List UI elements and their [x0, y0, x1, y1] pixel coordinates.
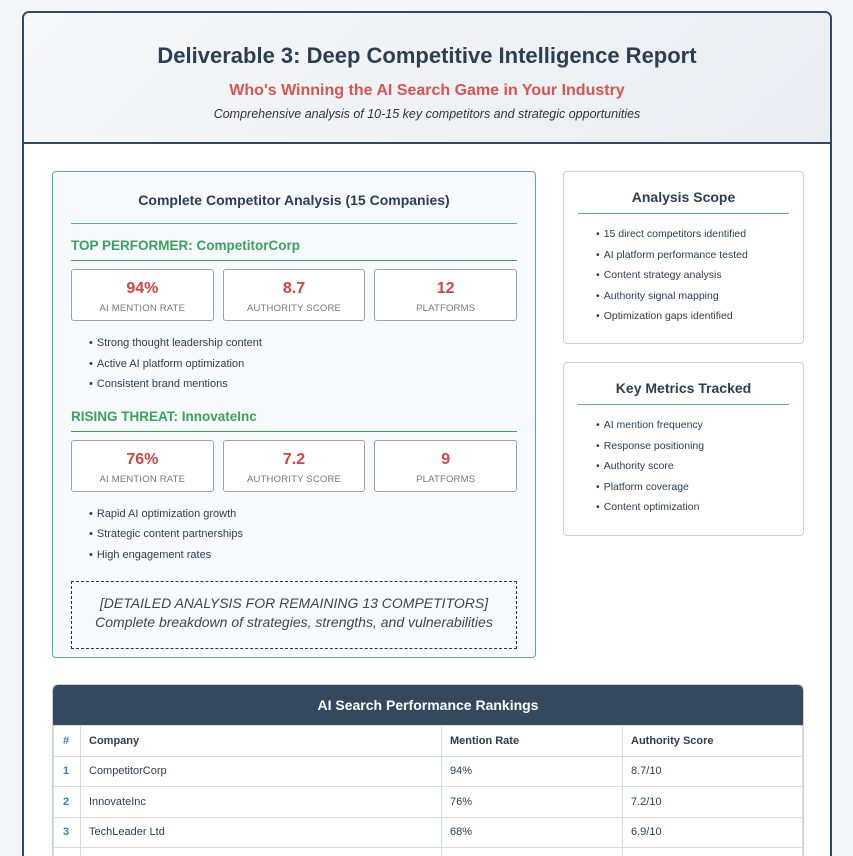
metric-label: AUTHORITY SCORE	[246, 303, 342, 314]
list-item: Authority score	[596, 456, 803, 477]
analysis-title: Complete Competitor Analysis (15 Compani…	[138, 192, 450, 208]
metric-label: AI MENTION RATE	[99, 303, 186, 314]
list-item: Active AI platform optimization	[89, 354, 535, 375]
list-item: Optimization gaps identified	[596, 306, 803, 327]
analysis-scope-card: Analysis Scope 15 direct competitors ide…	[563, 171, 804, 344]
metric-label: PLATFORMS	[416, 473, 476, 485]
list-item: Response positioning	[596, 436, 803, 457]
list-item: Strong thought leadership content	[89, 333, 535, 354]
list-item: High engagement rates	[89, 545, 535, 566]
rank-cell	[53, 847, 81, 856]
divider	[578, 213, 789, 214]
rankings-table-card: AI Search Performance Rankings # Company…	[52, 684, 804, 856]
metric-value: 7.2	[282, 450, 306, 468]
page-title: Deliverable 3: Deep Competitive Intellig…	[157, 43, 697, 68]
report-frame: Deliverable 3: Deep Competitive Intellig…	[22, 11, 832, 856]
key-metrics-card: Key Metrics Tracked AI mention frequency…	[563, 362, 804, 536]
company-cell: InnovateInc	[80, 786, 442, 818]
rank-cell: 2	[53, 786, 81, 818]
metric-label: AI MENTION RATE	[99, 473, 186, 485]
mention-rate-cell: 94%	[441, 755, 623, 787]
metric-card: 7.2 AUTHORITY SCORE	[222, 439, 366, 492]
page-tagline: Comprehensive analysis of 10-15 key comp…	[213, 107, 641, 121]
list-item: Content optimization	[596, 497, 803, 518]
table-row: 2 InnovateInc 76% 7.2/10	[53, 786, 803, 818]
metric-card: 76% AI MENTION RATE	[71, 439, 214, 492]
list-item: Authority signal mapping	[596, 286, 803, 307]
top-performer-heading: TOP PERFORMER: CompetitorCorp	[71, 238, 517, 261]
column-header: Company	[80, 725, 442, 757]
metrics-tracked-title: Key Metrics Tracked	[615, 380, 752, 396]
remaining-analysis-placeholder: [DETAILED ANALYSIS FOR REMAINING 13 COMP…	[71, 581, 517, 649]
list-item: Content strategy analysis	[596, 265, 803, 286]
list-item: AI platform performance tested	[596, 245, 803, 266]
top-performer-metrics: 94% AI MENTION RATE 8.7 AUTHORITY SCORE …	[71, 269, 518, 321]
company-cell: TechLeader Ltd	[80, 816, 442, 848]
rankings-table: # Company Mention Rate Authority Score 1…	[53, 725, 803, 856]
rising-threat-metrics: 76% AI MENTION RATE 7.2 AUTHORITY SCORE …	[71, 439, 518, 492]
metric-card: 12 PLATFORMS	[374, 269, 518, 321]
metric-value: 12	[436, 280, 455, 297]
table-row	[53, 847, 803, 856]
rising-threat-bullets: Rapid AI optimization growth Strategic c…	[89, 504, 535, 566]
column-header: #	[53, 725, 81, 757]
authority-score-cell: 6.9/10	[622, 816, 803, 848]
metric-value: 8.7	[282, 280, 306, 297]
mention-rate-cell	[441, 847, 623, 856]
metrics-tracked-list: AI mention frequency Response positionin…	[596, 415, 803, 518]
authority-score-cell	[622, 847, 803, 856]
top-performer-bullets: Strong thought leadership content Active…	[89, 333, 535, 395]
authority-score-cell: 8.7/10	[622, 755, 803, 787]
scope-title: Analysis Scope	[631, 189, 736, 205]
metric-card: 9 PLATFORMS	[374, 439, 518, 492]
rankings-title: AI Search Performance Rankings	[53, 685, 803, 725]
page-subtitle: Who's Winning the AI Search Game in Your…	[229, 82, 625, 99]
metric-label: PLATFORMS	[416, 303, 476, 314]
rank-cell: 3	[53, 816, 81, 848]
table-header-row: # Company Mention Rate Authority Score	[53, 725, 803, 757]
rank-cell: 1	[53, 755, 81, 787]
table-row: 1 CompetitorCorp 94% 8.7/10	[53, 755, 803, 787]
list-item: Rapid AI optimization growth	[89, 504, 535, 525]
list-item: Strategic content partnerships	[89, 524, 535, 545]
competitor-analysis-panel: Complete Competitor Analysis (15 Compani…	[52, 171, 536, 658]
placeholder-line-1: [DETAILED ANALYSIS FOR REMAINING 13 COMP…	[99, 595, 489, 611]
company-cell	[80, 847, 442, 856]
table-row: 3 TechLeader Ltd 68% 6.9/10	[53, 816, 803, 848]
report-header: Deliverable 3: Deep Competitive Intellig…	[24, 13, 830, 144]
list-item: 15 direct competitors identified	[596, 224, 803, 245]
mention-rate-cell: 68%	[441, 816, 623, 848]
metric-card: 8.7 AUTHORITY SCORE	[222, 269, 366, 321]
metric-value: 76%	[126, 450, 159, 468]
divider	[578, 404, 789, 405]
mention-rate-cell: 76%	[441, 786, 623, 818]
authority-score-cell: 7.2/10	[622, 786, 803, 818]
scope-list: 15 direct competitors identified AI plat…	[596, 224, 803, 327]
list-item: Consistent brand mentions	[89, 374, 535, 395]
list-item: AI mention frequency	[596, 415, 803, 436]
placeholder-line-2: Complete breakdown of strategies, streng…	[95, 614, 493, 630]
metric-label: AUTHORITY SCORE	[246, 473, 342, 485]
list-item: Platform coverage	[596, 477, 803, 498]
metric-value: 94%	[126, 280, 159, 297]
metric-card: 94% AI MENTION RATE	[71, 269, 214, 321]
metric-value: 9	[441, 450, 451, 468]
column-header: Mention Rate	[441, 725, 623, 757]
divider	[71, 223, 517, 224]
company-cell: CompetitorCorp	[80, 755, 442, 787]
column-header: Authority Score	[622, 725, 803, 757]
rising-threat-heading: RISING THREAT: InnovateInc	[71, 409, 517, 432]
